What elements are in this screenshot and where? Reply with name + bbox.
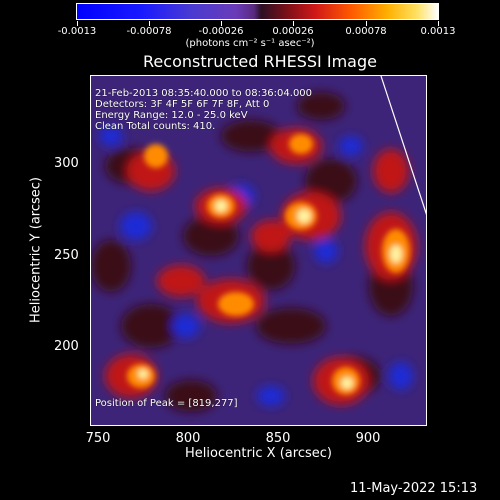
y-tick-label: 200	[54, 339, 79, 354]
x-tick-label: 850	[265, 431, 291, 446]
blue-region	[120, 212, 152, 240]
colorbar	[76, 3, 439, 20]
colorbar-tick-label: 0.0013	[420, 26, 456, 37]
peak-region	[138, 369, 148, 379]
overlay-energy: Energy Range: 12.0 - 25.0 keV	[95, 110, 248, 121]
colorbar-tick	[221, 21, 222, 26]
dark-region	[256, 308, 326, 344]
y-tick-label: 250	[54, 248, 79, 263]
hot-region	[289, 134, 313, 154]
overlay-clean: Clean Total counts: 410.	[95, 121, 216, 132]
dark-region	[221, 120, 281, 152]
colorbar-tick	[77, 21, 78, 26]
emission-region	[251, 220, 291, 252]
peak-region	[215, 200, 227, 212]
blue-region	[314, 239, 338, 263]
blue-region	[339, 136, 363, 156]
overlay-detectors: Detectors: 3F 4F 5F 6F 7F 8F, Att 0	[95, 99, 270, 110]
peak-region	[390, 245, 402, 263]
colorbar-tick-label: -0.0013	[57, 26, 97, 37]
colorbar-tick	[293, 21, 294, 26]
x-axis-label: Heliocentric X (arcsec)	[185, 446, 332, 461]
peak-region	[297, 209, 311, 223]
overlay-peak: Position of Peak = [819,277]	[95, 398, 238, 409]
colorbar-tick	[438, 21, 439, 26]
x-tick-label: 900	[355, 431, 381, 446]
dark-region	[165, 380, 217, 412]
blue-region	[99, 126, 123, 146]
emission-region	[157, 265, 205, 297]
colorbar-tick-label: -0.00078	[126, 26, 172, 37]
rhessi-image	[91, 76, 426, 425]
hot-region	[218, 292, 254, 316]
hot-region	[144, 144, 168, 168]
colorbar-tick-label: 0.00026	[272, 26, 314, 37]
colorbar-tick-label: 0.00078	[345, 26, 387, 37]
dark-region	[305, 159, 357, 203]
solar-limb	[380, 76, 426, 215]
overlay-time: 21-Feb-2013 08:35:40.000 to 08:36:04.000	[95, 88, 313, 99]
y-tick-label: 300	[54, 156, 79, 171]
colorbar-units: (photons cm⁻² s⁻¹ asec⁻²)	[185, 38, 315, 49]
colorbar-tick-label: -0.00026	[198, 26, 244, 37]
dark-region	[297, 92, 345, 120]
dark-region	[121, 304, 181, 348]
dark-region	[183, 216, 239, 256]
dark-region	[247, 242, 295, 290]
colorbar-tick	[149, 21, 150, 26]
colorbar-ticks: -0.0013 -0.00078 -0.00026 0.00026 0.0007…	[0, 0, 500, 40]
blue-region	[257, 386, 285, 406]
x-tick-label: 800	[175, 431, 201, 446]
emission-region	[373, 149, 409, 193]
dark-region	[91, 240, 131, 292]
x-tick-label: 750	[85, 431, 111, 446]
y-axis-label: Heliocentric Y (arcsec)	[28, 177, 44, 323]
blue-region	[172, 314, 200, 338]
rhessi-image-panel: 21-Feb-2013 08:35:40.000 to 08:36:04.000…	[90, 75, 427, 426]
footer-date: 11-May-2022 15:13	[350, 481, 478, 496]
peak-region	[341, 377, 353, 389]
blue-region	[389, 362, 413, 390]
image-title: Reconstructed RHESSI Image	[143, 52, 377, 71]
colorbar-tick	[366, 21, 367, 26]
